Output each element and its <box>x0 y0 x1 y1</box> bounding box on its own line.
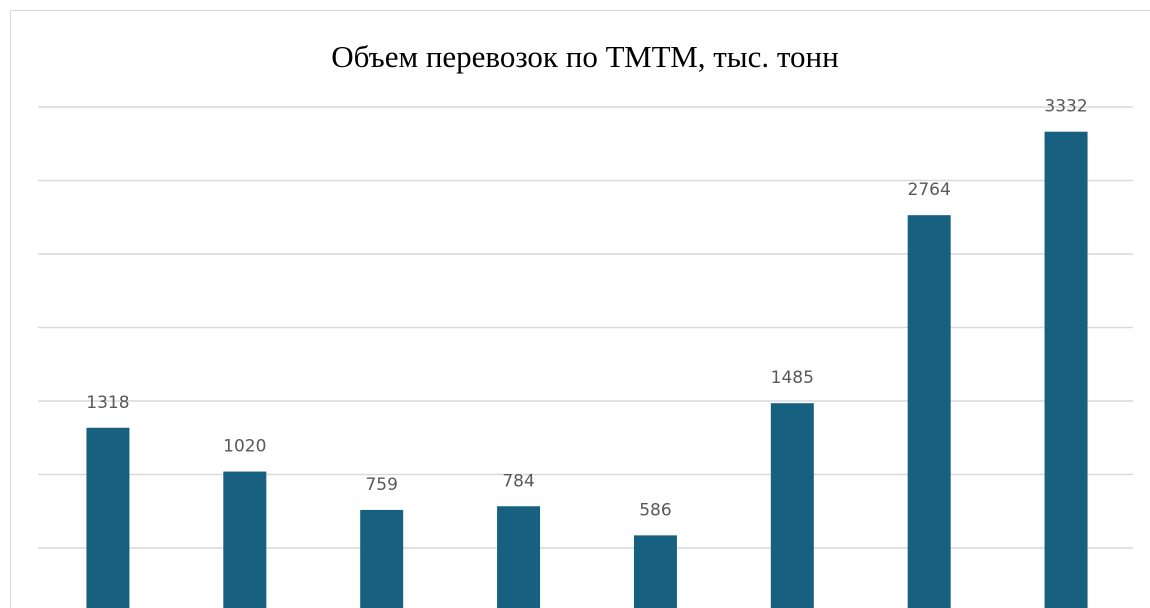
value-label: 2764 <box>908 180 951 200</box>
value-label: 1318 <box>86 393 129 413</box>
bar <box>497 506 541 608</box>
bar <box>633 535 677 608</box>
value-label: 784 <box>502 471 534 491</box>
bar <box>770 403 814 608</box>
chart-title: Объем перевозок по ТМТМ, тыс. тонн <box>331 39 838 74</box>
value-label: 3332 <box>1044 97 1087 117</box>
value-label: 1485 <box>771 368 814 388</box>
value-label: 586 <box>639 500 671 520</box>
bar <box>223 471 267 608</box>
bar <box>907 215 951 608</box>
chart-frame <box>10 10 1150 608</box>
bar <box>86 427 130 608</box>
value-label: 759 <box>365 475 397 495</box>
bar <box>360 509 404 608</box>
bar <box>1044 131 1088 608</box>
value-label: 1020 <box>223 437 266 457</box>
